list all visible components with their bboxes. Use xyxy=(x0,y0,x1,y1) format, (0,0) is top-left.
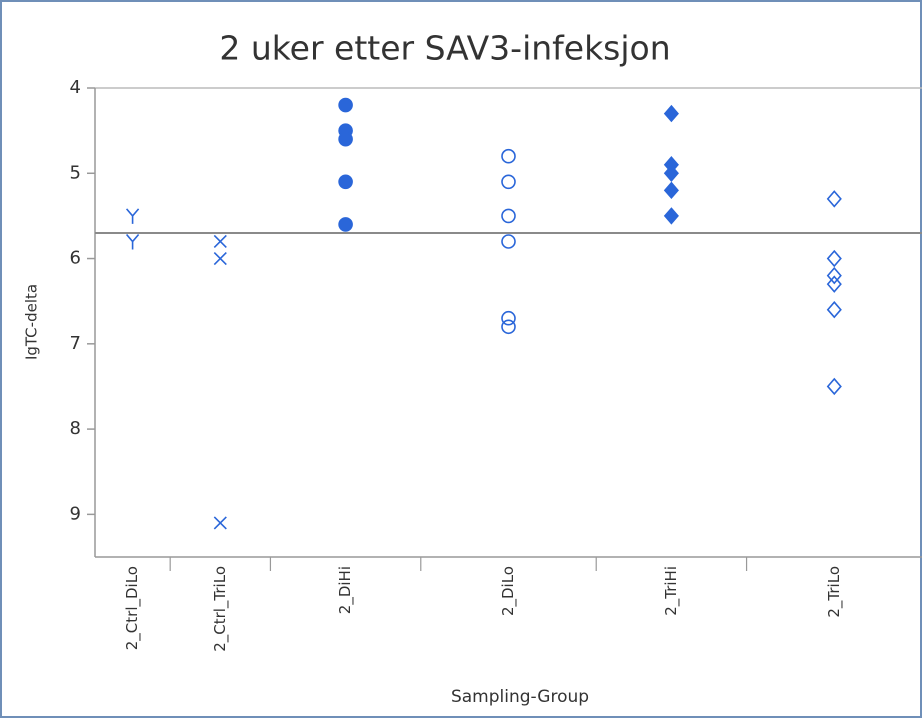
point xyxy=(338,131,353,147)
point xyxy=(338,97,353,113)
point xyxy=(826,275,842,293)
point xyxy=(826,266,842,285)
y-tick-label: 4 xyxy=(70,77,81,98)
point xyxy=(663,104,679,123)
point xyxy=(663,207,679,225)
point xyxy=(338,174,353,190)
point xyxy=(826,190,842,208)
point xyxy=(663,164,679,182)
point xyxy=(213,516,227,530)
y-tick-label: 7 xyxy=(70,333,81,354)
x-tick-label: 2_TriLo xyxy=(825,566,844,618)
x-tick-label: 2_TriHi xyxy=(662,566,681,616)
y-tick-label: 6 xyxy=(70,248,81,269)
x-tick-label: 2_Ctrl_TriLo xyxy=(211,566,230,652)
point xyxy=(125,233,140,250)
point xyxy=(501,310,516,326)
point xyxy=(826,300,842,319)
point xyxy=(501,174,516,190)
point xyxy=(501,208,516,224)
point xyxy=(826,249,842,268)
point xyxy=(826,377,842,396)
x-tick-label: 2_Ctrl_DiLo xyxy=(123,566,142,650)
chart-title: 2 uker etter SAV3-infeksjon xyxy=(219,29,670,68)
point xyxy=(663,181,679,200)
y-axis-label: IgTC-delta xyxy=(23,284,41,360)
y-tick-label: 8 xyxy=(70,418,81,439)
point xyxy=(338,217,353,232)
x-axis-label: Sampling-Group xyxy=(451,687,589,707)
y-tick-label: 9 xyxy=(70,503,81,524)
point xyxy=(501,234,516,249)
point xyxy=(501,148,516,164)
point xyxy=(501,319,516,335)
point xyxy=(213,234,227,249)
x-tick-label: 2_DiLo xyxy=(499,566,518,616)
y-tick-label: 5 xyxy=(70,162,81,183)
point xyxy=(125,208,140,224)
x-tick-label: 2_DiHi xyxy=(336,566,355,614)
point xyxy=(213,251,227,266)
